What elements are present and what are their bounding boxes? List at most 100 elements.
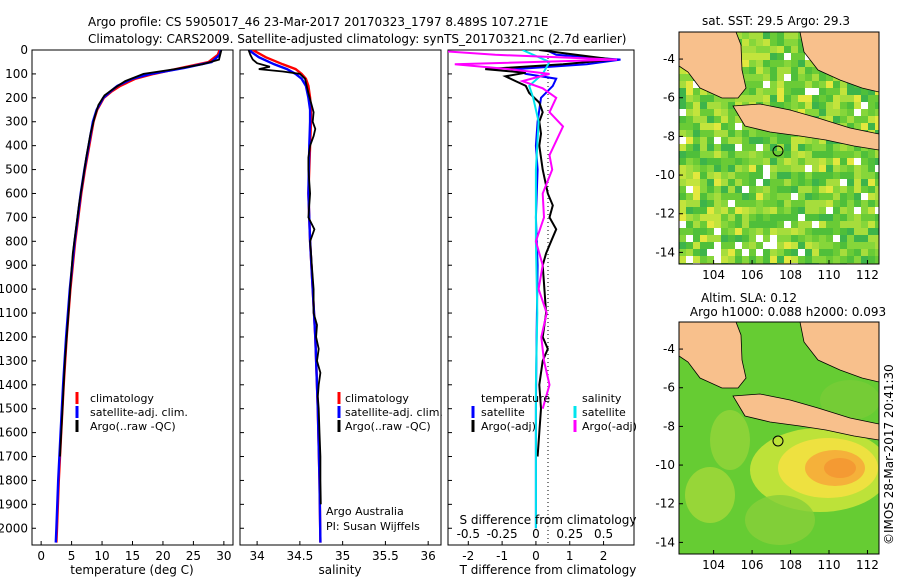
sst-cell: [693, 116, 700, 123]
sst-cell: [777, 242, 784, 249]
sst-cell: [679, 137, 686, 144]
sst-cell: [840, 102, 847, 109]
sst-cell: [847, 221, 854, 228]
sst-cell: [742, 256, 749, 263]
sst-cell: [721, 200, 728, 207]
sst-cell: [756, 95, 763, 102]
sst-cell: [868, 207, 875, 214]
sst-cell: [735, 235, 742, 242]
sst-cell: [749, 186, 756, 193]
sst-cell: [868, 200, 875, 207]
sst-cell: [833, 95, 840, 102]
sla-map-frame: [678, 321, 880, 555]
sst-cell: [721, 158, 728, 165]
sst-cell: [868, 186, 875, 193]
series-line-salinity-satellite: [521, 50, 551, 529]
sst-cell: [700, 207, 707, 214]
sst-cell: [714, 221, 721, 228]
sst-cell: [742, 88, 749, 95]
depth-tick-label: 1400: [0, 378, 28, 392]
sst-cell: [784, 200, 791, 207]
sst-cell: [770, 137, 777, 144]
sst-cell: [805, 249, 812, 256]
sst-cell: [805, 109, 812, 116]
sst-cell: [756, 165, 763, 172]
sst-cell: [798, 172, 805, 179]
sst-cell: [861, 179, 868, 186]
sst-cell: [770, 130, 777, 137]
sst-cell: [875, 228, 879, 235]
sla-map-x-ticks: 104 106 108 110 112: [702, 550, 879, 572]
difference-top-label: S difference from climatology: [460, 513, 637, 527]
sst-cell: [840, 88, 847, 95]
sst-cell: [693, 165, 700, 172]
sst-cell: [707, 221, 714, 228]
sst-cell: [770, 53, 777, 60]
sst-cell: [749, 200, 756, 207]
sst-cell: [721, 151, 728, 158]
sst-cell: [861, 221, 868, 228]
sst-cell: [721, 186, 728, 193]
sst-cell: [805, 235, 812, 242]
sst-cell: [847, 242, 854, 249]
sst-cell: [868, 179, 875, 186]
sst-cell: [847, 193, 854, 200]
sst-cell: [735, 172, 742, 179]
sst-cell: [777, 228, 784, 235]
sst-cell: [707, 95, 714, 102]
sst-cell: [693, 109, 700, 116]
temperature-x-ticks: 0 5 10 15 20 25 30: [37, 541, 232, 563]
sst-cell: [812, 214, 819, 221]
sst-cell: [861, 186, 868, 193]
sst-cell: [707, 256, 714, 263]
sst-cell: [791, 221, 798, 228]
sst-cell: [868, 158, 875, 165]
sst-cell: [742, 53, 749, 60]
sst-cell: [854, 228, 861, 235]
sst-cell: [735, 242, 742, 249]
sst-cell: [868, 116, 875, 123]
sst-cell: [714, 228, 721, 235]
sst-cell: [700, 130, 707, 137]
sst-cell: [714, 144, 721, 151]
sst-cell: [777, 81, 784, 88]
sst-cell: [805, 228, 812, 235]
sst-cell: [735, 165, 742, 172]
sst-cell: [763, 88, 770, 95]
sst-cell: [686, 186, 693, 193]
sst-cell: [770, 67, 777, 74]
sst-cell: [791, 60, 798, 67]
sst-cell: [854, 256, 861, 263]
sst-cell: [868, 214, 875, 221]
lon-tick-label: 104: [702, 558, 725, 572]
sst-cell: [714, 102, 721, 109]
sst-cell: [784, 81, 791, 88]
x-tick-label: 15: [125, 549, 140, 563]
sst-cell: [728, 116, 735, 123]
sst-cell: [833, 256, 840, 263]
sst-cell: [805, 60, 812, 67]
legend-label-climatology: climatology: [90, 392, 154, 405]
sst-cell: [714, 186, 721, 193]
top-x-tick-label: 0.25: [556, 527, 583, 541]
sst-cell: [826, 81, 833, 88]
sst-cell: [868, 235, 875, 242]
sst-cell: [742, 95, 749, 102]
sst-cell: [749, 221, 756, 228]
sst-cell: [756, 46, 763, 53]
sst-cell: [784, 60, 791, 67]
sst-cell: [868, 172, 875, 179]
sst-cell: [798, 53, 805, 60]
sst-cell: [742, 221, 749, 228]
x-tick-label: 10: [94, 549, 109, 563]
sst-cell: [707, 193, 714, 200]
sst-cell: [700, 172, 707, 179]
sst-cell: [847, 186, 854, 193]
sst-cell: [840, 228, 847, 235]
lat-tick-label: -12: [655, 497, 675, 511]
sst-cell: [749, 256, 756, 263]
sst-cell: [728, 221, 735, 228]
top-x-tick-label: -0.5: [457, 527, 480, 541]
sst-cell: [756, 60, 763, 67]
temperature-lines: [54, 50, 223, 543]
